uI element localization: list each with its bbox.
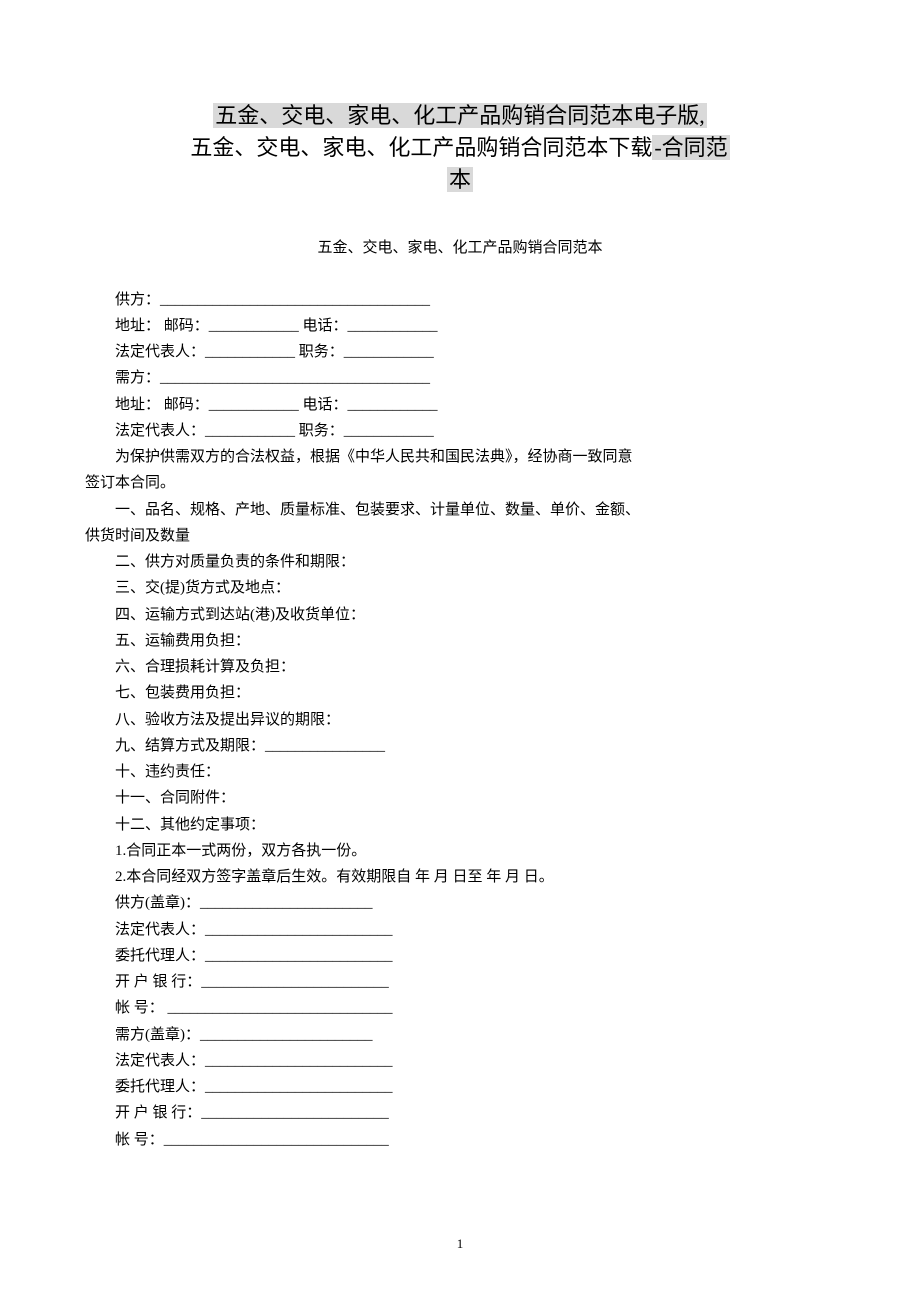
supplier-rep-line: 法定代表人：____________ 职务：____________ — [85, 339, 835, 365]
buyer-line: 需方：____________________________________ — [85, 365, 835, 391]
supplier-legal-rep: 法定代表人：_________________________ — [85, 917, 835, 943]
clause-2: 二、供方对质量负责的条件和期限： — [85, 549, 835, 575]
document-content: 供方：____________________________________ … — [85, 287, 835, 1153]
supplier-agent: 委托代理人：_________________________ — [85, 943, 835, 969]
document-subtitle: 五金、交电、家电、化工产品购销合同范本 — [85, 236, 835, 257]
supplier-account: 帐 号： ______________________________ — [85, 995, 835, 1021]
supplier-address-line: 地址： 邮码：____________ 电话：____________ — [85, 313, 835, 339]
document-title: 五金、交电、家电、化工产品购销合同范本电子版, 五金、交电、家电、化工产品购销合… — [85, 100, 835, 196]
clause-5: 五、运输费用负担： — [85, 628, 835, 654]
clause-9: 九、结算方式及期限：________________ — [85, 733, 835, 759]
clause-6: 六、合理损耗计算及负担： — [85, 654, 835, 680]
title-line-2-hl: -合同范 — [652, 135, 729, 160]
preamble-line-2: 签订本合同。 — [85, 470, 835, 496]
clause-1-line-2: 供货时间及数量 — [85, 523, 835, 549]
buyer-seal: 需方(盖章)：_______________________ — [85, 1022, 835, 1048]
buyer-address-line: 地址： 邮码：____________ 电话：____________ — [85, 392, 835, 418]
supplier-seal: 供方(盖章)：_______________________ — [85, 890, 835, 916]
clause-1-line-1: 一、品名、规格、产地、质量标准、包装要求、计量单位、数量、单价、金额、 — [85, 497, 835, 523]
clause-3: 三、交(提)货方式及地点： — [85, 575, 835, 601]
clause-11: 十一、合同附件： — [85, 785, 835, 811]
clause-8: 八、验收方法及提出异议的期限： — [85, 707, 835, 733]
clause-10: 十、违约责任： — [85, 759, 835, 785]
buyer-agent: 委托代理人：_________________________ — [85, 1074, 835, 1100]
item-2: 2.本合同经双方签字盖章后生效。有效期限自 年 月 日至 年 月 日。 — [85, 864, 835, 890]
title-line-3: 本 — [447, 167, 473, 192]
item-1: 1.合同正本一式两份，双方各执一份。 — [85, 838, 835, 864]
title-line-2-prefix: 五金、交电、家电、化工产品购销合同范本下载 — [190, 135, 652, 160]
clause-4: 四、运输方式到达站(港)及收货单位： — [85, 602, 835, 628]
page-number: 1 — [0, 1236, 920, 1252]
supplier-line: 供方：____________________________________ — [85, 287, 835, 313]
buyer-bank: 开 户 银 行：_________________________ — [85, 1100, 835, 1126]
buyer-rep-line: 法定代表人：____________ 职务：____________ — [85, 418, 835, 444]
title-line-1: 五金、交电、家电、化工产品购销合同范本电子版, — [213, 103, 707, 128]
buyer-account: 帐 号：______________________________ — [85, 1127, 835, 1153]
clause-7: 七、包装费用负担： — [85, 680, 835, 706]
buyer-legal-rep: 法定代表人：_________________________ — [85, 1048, 835, 1074]
preamble-line-1: 为保护供需双方的合法权益，根据《中华人民共和国民法典》，经协商一致同意 — [85, 444, 835, 470]
clause-12: 十二、其他约定事项： — [85, 812, 835, 838]
supplier-bank: 开 户 银 行：_________________________ — [85, 969, 835, 995]
